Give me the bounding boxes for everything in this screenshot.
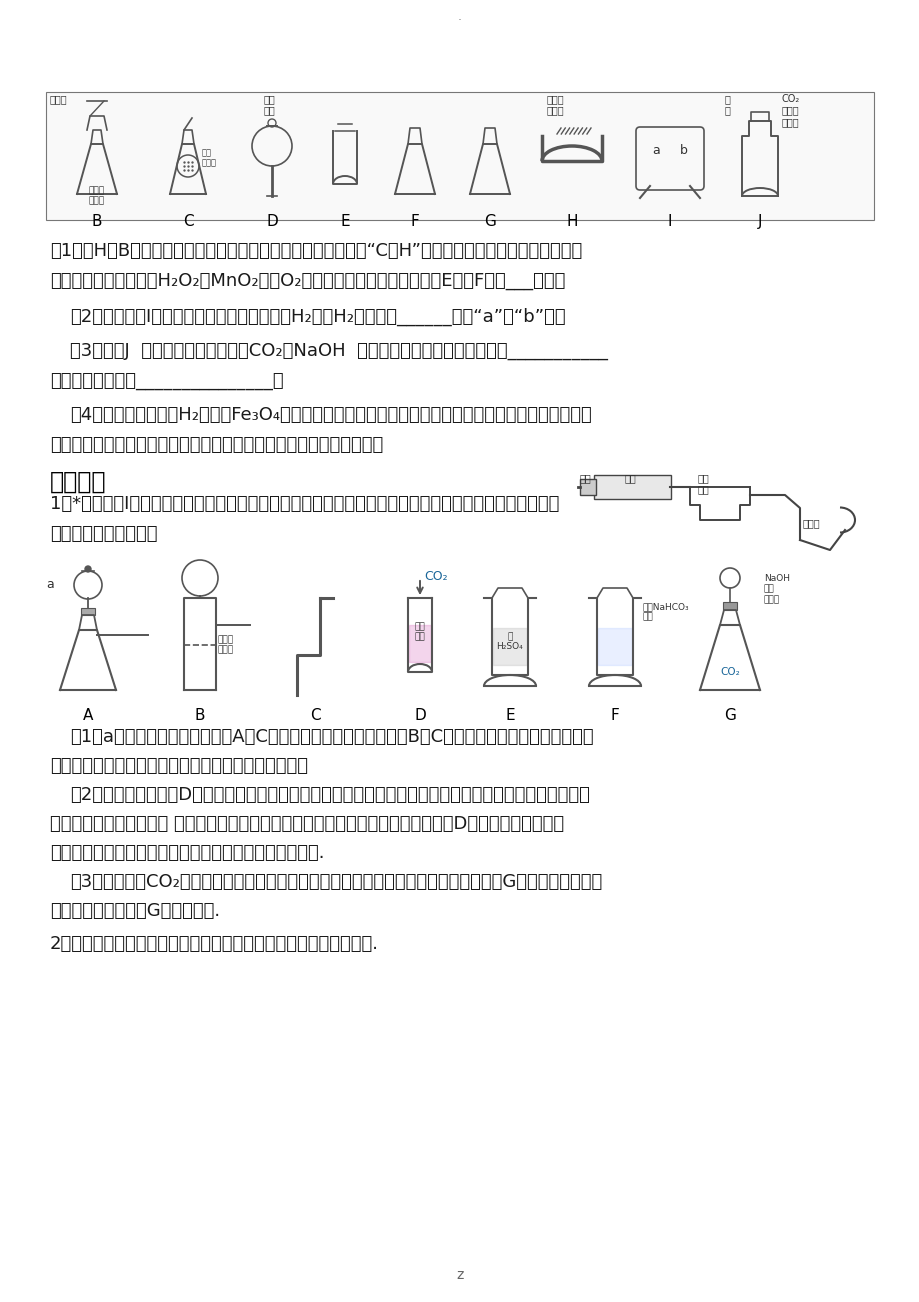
Text: E: E — [340, 214, 349, 229]
Text: C: C — [310, 708, 320, 723]
Text: 色，你认为可能的原因是 为使上述红色液体加热后能重新变为紫色，在气体通入装置D之前可接入如图装置: 色，你认为可能的原因是 为使上述红色液体加热后能重新变为紫色，在气体通入装置D之… — [50, 815, 563, 833]
Text: （1）把H与B组合，操作弹簧夹可以使反响停顿或发生，还可以“C至H”中选择仪器（填序号）组装一个同: （1）把H与B组合，操作弹簧夹可以使反响停顿或发生，还可以“C至H”中选择仪器（… — [50, 242, 582, 260]
Text: NaOH
溶液: NaOH 溶液 — [763, 574, 789, 594]
Text: 弹簧夹: 弹簧夹 — [802, 518, 820, 529]
Text: （3）用图J  所示矿泉水瓶可以证明CO₂与NaOH  溶液确实发生了反响，其现象是___________: （3）用图J 所示矿泉水瓶可以证明CO₂与NaOH 溶液确实发生了反响，其现象是… — [70, 342, 607, 359]
Text: （2）假设用图I所示医用塑料袋排空气法收集H₂，则H₂导入端为______（填“a”或“b”）。: （2）假设用图I所示医用塑料袋排空气法收集H₂，则H₂导入端为______（填“… — [70, 309, 565, 327]
Text: E: E — [505, 708, 515, 723]
Text: D: D — [414, 708, 425, 723]
Text: 干燥管: 干燥管 — [50, 94, 68, 104]
FancyBboxPatch shape — [46, 92, 873, 220]
Text: 青霉
素瓶: 青霉 素瓶 — [697, 473, 709, 495]
Text: 组合更便于控制反响（填写甲或乙），其具体优点是．: 组合更便于控制反响（填写甲或乙），其具体优点是． — [50, 756, 308, 775]
Text: 了明显现象，则装置G中的现象为.: 了明显现象，则装置G中的现象为. — [50, 902, 220, 921]
Text: （4）右以下图为制取H₂并复原Fe₃O₄的微型实验装置，针筒与青霎素瓶组合局部相当于上图装置（填字: （4）右以下图为制取H₂并复原Fe₃O₄的微型实验装置，针筒与青霎素瓶组合局部相… — [70, 406, 591, 424]
Text: F: F — [410, 214, 419, 229]
Text: B: B — [92, 214, 102, 229]
Text: b: b — [679, 145, 687, 158]
Text: CO₂
紫色石
蕨试液: CO₂ 紫色石 蕨试液 — [781, 94, 800, 128]
Text: 浓
H₂SO₄: 浓 H₂SO₄ — [496, 631, 523, 651]
Text: 振
荡: 振 荡 — [724, 94, 730, 116]
Text: 饱和NaHCO₃
溶液: 饱和NaHCO₃ 溶液 — [642, 602, 689, 621]
Text: （1）a仪器的名称为；甲同学用A和C组合制取二氧化碳，乙同学用B和C组合制取二氧化碳，你认为哪个: （1）a仪器的名称为；甲同学用A和C组合制取二氧化碳，乙同学用B和C组合制取二氧… — [70, 728, 593, 746]
FancyBboxPatch shape — [722, 602, 736, 611]
Text: 举一反三: 举一反三 — [50, 470, 107, 493]
Text: （2）甲同学利用装置D进展性质实验时，观察到紫色石蕨试液变红色，将红色液体充分加热未能重新变为紫: （2）甲同学利用装置D进展性质实验时，观察到紫色石蕨试液变红色，将红色液体充分加… — [70, 786, 589, 805]
Text: 分液
漏斗: 分液 漏斗 — [264, 94, 276, 116]
Text: F: F — [610, 708, 618, 723]
Text: z: z — [456, 1268, 463, 1282]
Text: （3）乙同学将CO₂通入到氮氧化钓溶液中，无明显现象，经过思考讨论后，设计了如图G装置，使该反响有: （3）乙同学将CO₂通入到氮氧化钓溶液中，无明显现象，经过思考讨论后，设计了如图… — [70, 874, 602, 891]
Text: CO₂: CO₂ — [424, 569, 448, 582]
Text: a: a — [46, 578, 54, 591]
Text: D: D — [266, 214, 278, 229]
Text: （填字母号），在该装置中发生的主要化学反响方程式为.: （填字母号），在该装置中发生的主要化学反响方程式为. — [50, 844, 324, 862]
Text: I: I — [667, 214, 672, 229]
Text: 小气球: 小气球 — [763, 595, 779, 604]
Text: 活塞: 活塞 — [578, 473, 590, 483]
Text: 应作的比照实验是_______________。: 应作的比照实验是_______________。 — [50, 372, 283, 391]
Text: H: H — [565, 214, 577, 229]
Text: .: . — [458, 10, 461, 23]
Text: CO₂: CO₂ — [720, 667, 739, 677]
Text: 针筒: 针筒 — [623, 473, 635, 483]
Text: G: G — [483, 214, 495, 229]
Text: 2、实验室常用以下装置制取气体，请你根据所学知识答复以下问题.: 2、实验室常用以下装置制取气体，请你根据所学知识答复以下问题. — [50, 935, 379, 953]
Text: 石蕊
试液: 石蕊 试液 — [414, 622, 425, 642]
FancyBboxPatch shape — [594, 475, 670, 499]
Text: 带孔
塑料片: 带孔 塑料片 — [202, 148, 217, 168]
Text: A: A — [83, 708, 93, 723]
Text: 石灰石
稀盐酸: 石灰石 稀盐酸 — [89, 186, 105, 206]
Text: B: B — [195, 708, 205, 723]
Text: G: G — [723, 708, 735, 723]
Text: 带小孔
的隔板: 带小孔 的隔板 — [218, 635, 233, 655]
Text: 弹簧夹
橡胶管: 弹簧夹 橡胶管 — [547, 94, 564, 116]
Circle shape — [85, 566, 91, 572]
Text: C: C — [183, 214, 193, 229]
FancyBboxPatch shape — [81, 608, 95, 615]
Text: J: J — [757, 214, 762, 229]
Text: 样功能的装置；假设用H₂O₂和MnO₂制取O₂，且能获得平稳的气流，应选E（或F）和___组合。: 样功能的装置；假设用H₂O₂和MnO₂制取O₂，且能获得平稳的气流，应选E（或F… — [50, 272, 565, 290]
Text: a: a — [652, 145, 659, 158]
Text: 母）；检查此装置气密性的具体操作是，假设现象为，则气密性良好。: 母）；检查此装置气密性的具体操作是，假设现象为，则气密性良好。 — [50, 436, 383, 454]
Text: 据要求答复以下问题：: 据要求答复以下问题： — [50, 525, 157, 543]
Text: 1、*化学小组I探究用石和盐酸反响制取二氧化碳气体，并进展性质实验。如图是有关实验的局部装置，根: 1、*化学小组I探究用石和盐酸反响制取二氧化碳气体，并进展性质实验。如图是有关实… — [50, 495, 559, 513]
FancyBboxPatch shape — [579, 479, 596, 495]
